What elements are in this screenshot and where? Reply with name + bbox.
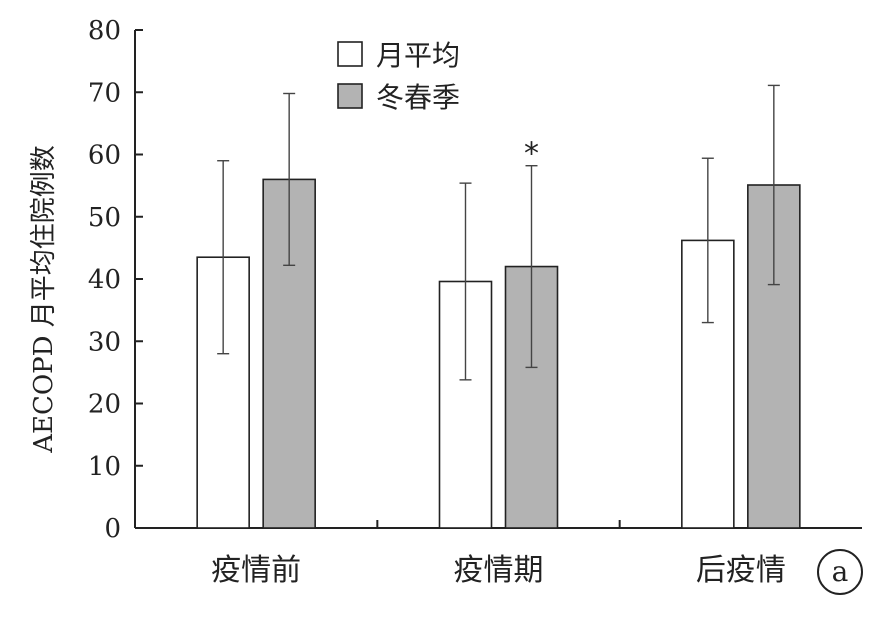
y-tick-label: 80 [88,16,121,46]
x-tick-label: 疫情前 [211,553,301,588]
y-tick-label: 20 [88,390,121,420]
y-axis-label: AECOPD 月平均住院例数 [29,145,59,454]
y-tick-label: 30 [88,327,121,357]
y-tick-label: 40 [88,265,121,295]
panel-label-circle [817,549,863,595]
legend-swatch [337,41,363,67]
y-tick-label: 50 [88,203,121,233]
significance-marker: * [524,137,539,172]
legend-swatch [337,83,363,109]
legend-label: 冬春季 [376,81,460,114]
error-bars [217,84,780,381]
x-tick-label: 后疫情 [696,553,786,588]
panel-label: a [832,555,849,588]
legend-label: 月平均 [376,39,460,72]
y-tick-label: 60 [88,141,121,171]
y-tick-label: 70 [88,78,121,108]
y-tick-label: 10 [88,452,121,482]
x-tick-label: 疫情期 [454,553,544,588]
bars [196,178,801,529]
y-tick-label: 0 [104,514,121,544]
annotations: *a [524,137,863,595]
